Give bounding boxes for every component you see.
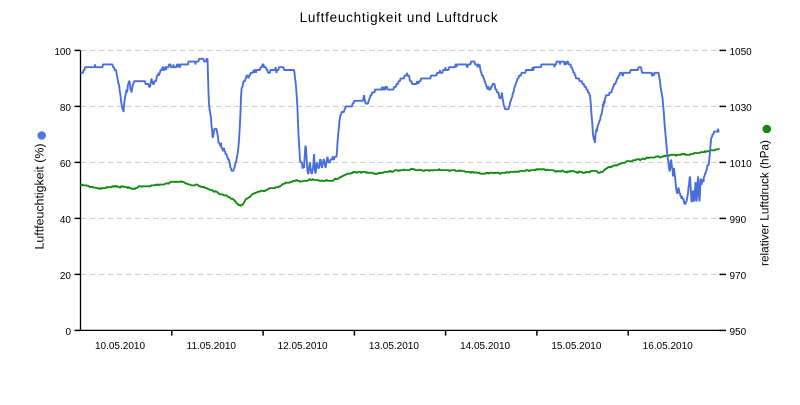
svg-text:12.05.2010: 12.05.2010 — [278, 341, 328, 352]
svg-text:60: 60 — [60, 159, 72, 170]
svg-text:1010: 1010 — [730, 159, 753, 170]
svg-text:990: 990 — [730, 215, 747, 226]
svg-text:Luftfeuchtigkeit (%): Luftfeuchtigkeit (%) — [33, 143, 47, 249]
svg-text:10.05.2010: 10.05.2010 — [95, 341, 145, 352]
svg-text:20: 20 — [60, 271, 72, 282]
svg-text:80: 80 — [60, 103, 72, 114]
svg-text:950: 950 — [730, 327, 747, 338]
svg-text:0: 0 — [65, 327, 71, 338]
svg-text:100: 100 — [54, 47, 71, 58]
svg-text:14.05.2010: 14.05.2010 — [460, 341, 510, 352]
svg-text:40: 40 — [60, 215, 72, 226]
svg-text:16.05.2010: 16.05.2010 — [643, 341, 693, 352]
svg-text:970: 970 — [730, 271, 747, 282]
svg-text:15.05.2010: 15.05.2010 — [551, 341, 601, 352]
svg-text:11.05.2010: 11.05.2010 — [187, 341, 237, 352]
svg-text:13.05.2010: 13.05.2010 — [369, 341, 419, 352]
svg-text:1030: 1030 — [730, 103, 753, 114]
svg-text:relativer Luftdruck (hPa): relativer Luftdruck (hPa) — [758, 140, 772, 266]
svg-text:1050: 1050 — [730, 47, 753, 58]
svg-text:Luftfeuchtigkeit und Luftdruck: Luftfeuchtigkeit und Luftdruck — [300, 10, 499, 25]
